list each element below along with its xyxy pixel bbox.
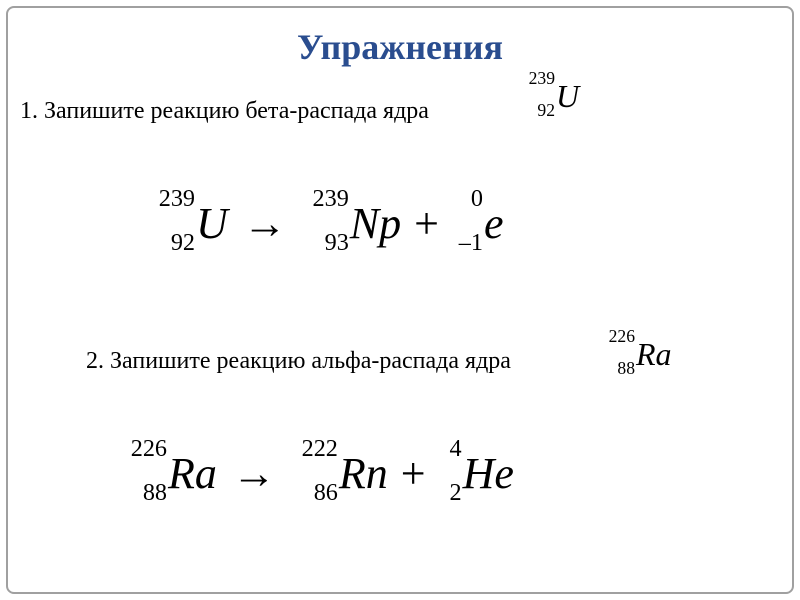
eq2-lhs: 226 88 Ra (168, 448, 217, 499)
atomic-number: 92 (537, 100, 555, 121)
atomic-number: 88 (143, 479, 167, 507)
mass-number: 226 (131, 435, 167, 463)
mass-number: 222 (302, 435, 338, 463)
mass-number: 239 (313, 185, 349, 213)
plus-sign: + (412, 199, 441, 248)
element-symbol: Np (350, 199, 401, 248)
mass-number: 226 (609, 326, 635, 347)
arrow-icon: → (228, 449, 280, 498)
nuclide-U-239: 239 92 U (556, 78, 579, 115)
arrow-icon: → (239, 199, 291, 248)
mass-number: 4 (450, 435, 462, 463)
element-symbol: U (556, 78, 579, 114)
question-1-nuclide: 239 92 U (556, 78, 579, 115)
eq1-lhs: 239 92 U (196, 198, 228, 249)
slide-title: Упражнения (8, 26, 792, 68)
question-2-nuclide: 226 88 Ra (636, 336, 672, 373)
slide-frame: Упражнения 1. Запишите реакцию бета-расп… (6, 6, 794, 594)
eq1-rhs2: 0 –1 e (484, 198, 504, 249)
mass-number: 239 (529, 68, 555, 89)
element-symbol: Ra (168, 449, 217, 498)
question-2-text: 2. Запишите реакцию альфа-распада ядра (86, 348, 566, 375)
atomic-number: 93 (325, 229, 349, 257)
question-1-text: 1. Запишите реакцию бета-распада ядра (20, 98, 429, 125)
eq2-rhs2: 4 2 He (463, 448, 514, 499)
mass-number: 239 (159, 185, 195, 213)
atomic-number: 86 (314, 479, 338, 507)
element-symbol: e (484, 199, 504, 248)
plus-sign: + (399, 449, 428, 498)
equation-2: 226 88 Ra → 222 86 Rn + 4 2 He (120, 448, 514, 499)
eq1-rhs1: 239 93 Np (350, 198, 401, 249)
atomic-number: –1 (459, 229, 483, 257)
mass-number: 0 (471, 185, 483, 213)
element-symbol: He (463, 449, 514, 498)
atomic-number: 2 (450, 479, 462, 507)
element-symbol: U (196, 199, 228, 248)
nuclide-Ra-226: 226 88 Ra (636, 336, 672, 373)
element-symbol: Rn (339, 449, 388, 498)
element-symbol: Ra (636, 336, 672, 372)
atomic-number: 88 (617, 358, 635, 379)
eq2-rhs1: 222 86 Rn (339, 448, 388, 499)
atomic-number: 92 (171, 229, 195, 257)
equation-1: 239 92 U → 239 93 Np + 0 –1 e (148, 198, 504, 249)
